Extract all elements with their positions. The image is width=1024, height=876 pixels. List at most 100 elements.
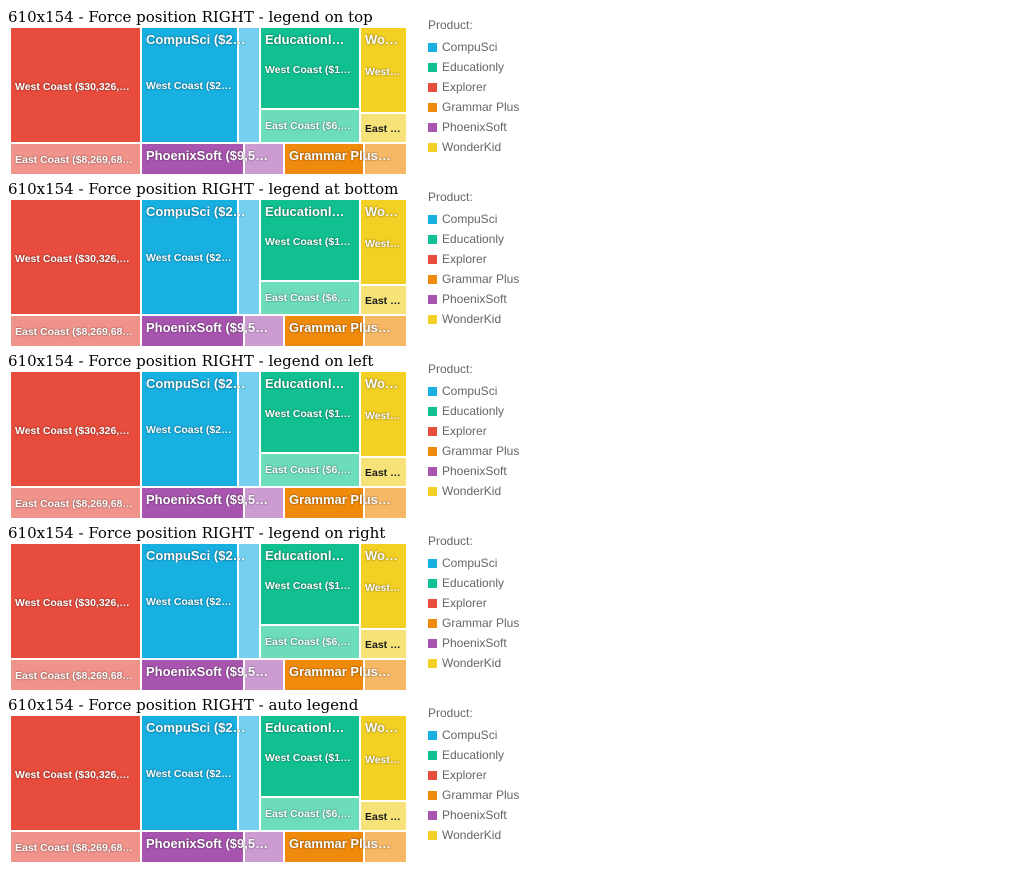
legend-item[interactable]: PhoenixSoft <box>428 805 628 825</box>
treemap-cell[interactable]: East Coast ($6,… <box>260 109 360 143</box>
treemap-cell[interactable] <box>244 659 284 691</box>
legend-item[interactable]: Grammar Plus <box>428 441 628 461</box>
legend-item[interactable]: Grammar Plus <box>428 785 628 805</box>
treemap-cell[interactable]: East … <box>360 285 407 315</box>
treemap-cell[interactable]: East … <box>360 457 407 487</box>
treemap-cell[interactable] <box>238 543 260 659</box>
treemap-cell[interactable]: West Coast ($2… <box>141 27 238 143</box>
legend-item[interactable]: WonderKid <box>428 137 628 157</box>
legend-item[interactable]: Grammar Plus <box>428 269 628 289</box>
treemap-cell[interactable]: East Coast ($8,269,68… <box>10 831 141 863</box>
treemap-cell[interactable]: West Coast ($2… <box>141 715 238 831</box>
treemap-cell[interactable] <box>141 143 244 175</box>
cell-label: West … <box>365 238 403 250</box>
legend-item[interactable]: Explorer <box>428 765 628 785</box>
treemap-cell[interactable] <box>244 143 284 175</box>
treemap-cell[interactable] <box>141 487 244 519</box>
treemap-cell[interactable]: East … <box>360 801 407 831</box>
legend-item[interactable]: Educationly <box>428 745 628 765</box>
legend-item[interactable]: Explorer <box>428 593 628 613</box>
legend-item[interactable]: Educationly <box>428 401 628 421</box>
treemap-cell[interactable]: West Coast ($1… <box>260 715 360 797</box>
legend-item[interactable]: Grammar Plus <box>428 613 628 633</box>
treemap-cell[interactable] <box>364 315 407 347</box>
legend-item[interactable]: PhoenixSoft <box>428 289 628 309</box>
chart-section: 610x154 - Force position RIGHT - legend … <box>0 8 1024 180</box>
treemap-cell[interactable] <box>238 27 260 143</box>
treemap-cell[interactable]: West Coast ($1… <box>260 27 360 109</box>
treemap-cell[interactable] <box>141 315 244 347</box>
treemap-cell[interactable]: West … <box>360 543 407 629</box>
treemap-cell[interactable]: West … <box>360 371 407 457</box>
treemap-cell[interactable]: East Coast ($6,… <box>260 281 360 315</box>
treemap-cell[interactable]: West Coast ($30,326,… <box>10 543 141 659</box>
treemap-cell[interactable]: East Coast ($8,269,68… <box>10 487 141 519</box>
treemap-cell[interactable]: East Coast ($6,… <box>260 797 360 831</box>
treemap-cell[interactable]: East Coast ($8,269,68… <box>10 659 141 691</box>
treemap-cell[interactable]: West Coast ($30,326,… <box>10 27 141 143</box>
treemap-cell[interactable]: East … <box>360 629 407 659</box>
legend-item[interactable]: Grammar Plus <box>428 97 628 117</box>
treemap-cell[interactable]: West Coast ($2… <box>141 199 238 315</box>
legend-item[interactable]: WonderKid <box>428 825 628 845</box>
legend-item[interactable]: CompuSci <box>428 37 628 57</box>
legend-item[interactable]: Educationly <box>428 573 628 593</box>
legend-item[interactable]: WonderKid <box>428 481 628 501</box>
treemap-cell[interactable]: West Coast ($30,326,… <box>10 371 141 487</box>
treemap-cell[interactable] <box>141 659 244 691</box>
cell-label: West Coast ($30,326,… <box>15 425 130 437</box>
legend-item[interactable]: PhoenixSoft <box>428 117 628 137</box>
legend-swatch <box>428 598 437 608</box>
legend-item[interactable]: Explorer <box>428 77 628 97</box>
treemap-cell[interactable] <box>244 831 284 863</box>
legend-item[interactable]: WonderKid <box>428 309 628 329</box>
treemap-cell[interactable]: West Coast ($1… <box>260 543 360 625</box>
legend-item[interactable]: CompuSci <box>428 725 628 745</box>
treemap-cell[interactable]: West Coast ($1… <box>260 371 360 453</box>
treemap-cell[interactable]: East … <box>360 113 407 143</box>
treemap-cell[interactable]: West … <box>360 715 407 801</box>
treemap-cell[interactable]: East Coast ($8,269,68… <box>10 143 141 175</box>
legend-item[interactable]: PhoenixSoft <box>428 461 628 481</box>
treemap-cell[interactable]: West … <box>360 199 407 285</box>
treemap-cell[interactable]: West Coast ($30,326,… <box>10 715 141 831</box>
treemap-cell[interactable] <box>284 831 364 863</box>
treemap-cell[interactable] <box>364 487 407 519</box>
treemap-cell[interactable] <box>364 143 407 175</box>
cell-label: West Coast ($30,326,… <box>15 81 130 93</box>
chart-section: 610x154 - Force position RIGHT - legend … <box>0 180 1024 352</box>
treemap-cell[interactable]: West Coast ($2… <box>141 543 238 659</box>
treemap-cell[interactable]: East Coast ($8,269,68… <box>10 315 141 347</box>
treemap-cell[interactable]: West Coast ($2… <box>141 371 238 487</box>
treemap-cell[interactable] <box>364 659 407 691</box>
legend-item[interactable]: Explorer <box>428 249 628 269</box>
treemap-cell[interactable] <box>284 659 364 691</box>
treemap-cell[interactable] <box>284 487 364 519</box>
treemap-cell[interactable] <box>284 143 364 175</box>
treemap-cell[interactable] <box>238 371 260 487</box>
treemap-cell[interactable]: East Coast ($6,… <box>260 625 360 659</box>
treemap-cell[interactable] <box>238 715 260 831</box>
treemap-cell[interactable] <box>238 199 260 315</box>
legend-item[interactable]: Explorer <box>428 421 628 441</box>
legend-label: WonderKid <box>442 484 502 498</box>
treemap-cell[interactable]: East Coast ($6,… <box>260 453 360 487</box>
treemap-cell[interactable]: West … <box>360 27 407 113</box>
legend-item[interactable]: PhoenixSoft <box>428 633 628 653</box>
treemap-cell[interactable]: West Coast ($1… <box>260 199 360 281</box>
treemap-cell[interactable] <box>364 831 407 863</box>
legend-item[interactable]: Educationly <box>428 229 628 249</box>
treemap-cell[interactable] <box>244 315 284 347</box>
legend-item[interactable]: Educationly <box>428 57 628 77</box>
legend-label: Explorer <box>442 424 487 438</box>
treemap-cell[interactable] <box>141 831 244 863</box>
legend-item[interactable]: CompuSci <box>428 553 628 573</box>
cell-label: East … <box>365 639 401 651</box>
legend-title: Product: <box>428 18 473 32</box>
treemap-cell[interactable] <box>244 487 284 519</box>
legend-item[interactable]: CompuSci <box>428 209 628 229</box>
legend-item[interactable]: CompuSci <box>428 381 628 401</box>
treemap-cell[interactable]: West Coast ($30,326,… <box>10 199 141 315</box>
legend-item[interactable]: WonderKid <box>428 653 628 673</box>
treemap-cell[interactable] <box>284 315 364 347</box>
